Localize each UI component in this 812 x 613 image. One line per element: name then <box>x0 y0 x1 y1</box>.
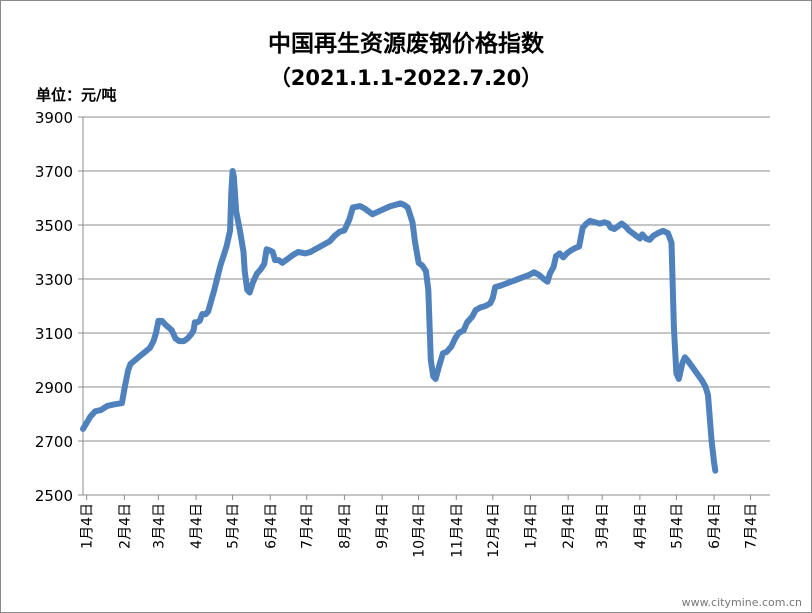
y-tick-label: 3900 <box>35 109 73 127</box>
unit-label: 单位：元/吨 <box>36 86 117 104</box>
x-tick-label: 3月4日 <box>151 503 167 549</box>
y-tick-label: 3500 <box>35 217 73 235</box>
y-tick-label: 3300 <box>35 271 73 289</box>
x-tick-label: 11月4日 <box>449 503 465 558</box>
y-axis-ticks: 2500 2700 2900 3100 3300 3500 3700 3900 <box>35 109 83 505</box>
x-tick-label: 1月4日 <box>523 503 539 549</box>
x-tick-label: 3月4日 <box>595 503 611 549</box>
y-tick-label: 2700 <box>35 433 73 451</box>
x-tick-label: 8月4日 <box>337 503 353 549</box>
y-tick-label: 2900 <box>35 379 73 397</box>
y-tick-label: 2500 <box>35 487 73 505</box>
x-tick-label: 10月4日 <box>412 503 428 558</box>
x-tick-label: 7月4日 <box>300 503 316 549</box>
x-tick-label: 5月4日 <box>669 503 685 549</box>
series-line <box>80 168 719 474</box>
x-tick-label: 6月4日 <box>707 503 723 549</box>
x-tick-label: 5月4日 <box>226 503 242 549</box>
chart-title: 中国再生资源废钢价格指数 <box>268 31 544 57</box>
x-tick-label: 7月4日 <box>744 503 760 549</box>
x-axis-ticks: 1月4日 2月4日 3月4日 4月4日 5月4日 6月4日 7月4日 8月4日 9月4日 10月4… <box>80 495 760 558</box>
x-tick-label: 2月4日 <box>561 503 577 549</box>
x-tick-label: 4月4日 <box>189 503 205 549</box>
x-tick-label: 1月4日 <box>80 503 96 549</box>
y-tick-label: 3100 <box>35 325 73 343</box>
chart-subtitle: （2021.1.1-2022.7.20） <box>269 66 543 90</box>
x-tick-label: 6月4日 <box>263 503 279 549</box>
x-tick-label: 2月4日 <box>117 503 133 549</box>
series-group <box>80 168 719 474</box>
y-tick-label: 3700 <box>35 163 73 181</box>
axes <box>82 117 770 496</box>
x-tick-label: 12月4日 <box>486 503 502 558</box>
x-tick-label: 4月4日 <box>633 503 649 549</box>
x-tick-label: 9月4日 <box>375 503 391 549</box>
watermark: www.citymine.com.cn <box>681 596 802 609</box>
